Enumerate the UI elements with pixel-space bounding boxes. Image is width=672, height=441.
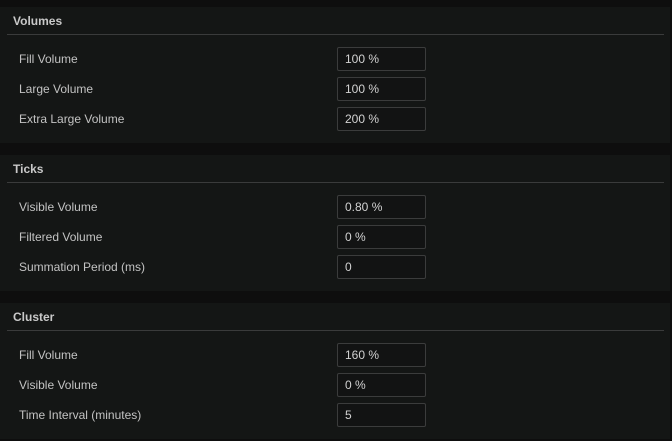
setting-row: Visible Volume 0 % — [0, 373, 670, 397]
divider — [7, 34, 664, 35]
summation-period-input[interactable]: 0 — [337, 255, 426, 279]
section-title: Ticks — [13, 162, 44, 176]
visible-volume-input[interactable]: 0.80 % — [337, 195, 426, 219]
volumes-section: Volumes Fill Volume 100 % Large Volume 1… — [0, 7, 670, 143]
setting-label: Visible Volume — [19, 378, 98, 392]
divider — [7, 182, 664, 183]
divider — [7, 330, 664, 331]
setting-label: Summation Period (ms) — [19, 260, 146, 274]
setting-row: Summation Period (ms) 0 — [0, 255, 670, 279]
setting-label: Visible Volume — [19, 200, 98, 214]
extra-large-volume-input[interactable]: 200 % — [337, 107, 426, 131]
setting-row: Time Interval (minutes) 5 — [0, 403, 670, 427]
filtered-volume-input[interactable]: 0 % — [337, 225, 426, 249]
fill-volume-input[interactable]: 100 % — [337, 47, 426, 71]
setting-row: Filtered Volume 0 % — [0, 225, 670, 249]
setting-label: Filtered Volume — [19, 230, 103, 244]
setting-row: Extra Large Volume 200 % — [0, 107, 670, 131]
setting-label: Time Interval (minutes) — [19, 408, 142, 422]
large-volume-input[interactable]: 100 % — [337, 77, 426, 101]
setting-row: Fill Volume 100 % — [0, 47, 670, 71]
cluster-section: Cluster Fill Volume 160 % Visible Volume… — [0, 303, 670, 439]
setting-row: Large Volume 100 % — [0, 77, 670, 101]
cluster-visible-volume-input[interactable]: 0 % — [337, 373, 426, 397]
setting-label: Fill Volume — [19, 348, 78, 362]
ticks-section: Ticks Visible Volume 0.80 % Filtered Vol… — [0, 155, 670, 291]
setting-row: Fill Volume 160 % — [0, 343, 670, 367]
setting-label: Fill Volume — [19, 52, 78, 66]
cluster-fill-volume-input[interactable]: 160 % — [337, 343, 426, 367]
time-interval-input[interactable]: 5 — [337, 403, 426, 427]
section-title: Volumes — [13, 14, 63, 28]
setting-row: Visible Volume 0.80 % — [0, 195, 670, 219]
setting-label: Extra Large Volume — [19, 112, 125, 126]
setting-label: Large Volume — [19, 82, 94, 96]
section-title: Cluster — [13, 310, 55, 324]
